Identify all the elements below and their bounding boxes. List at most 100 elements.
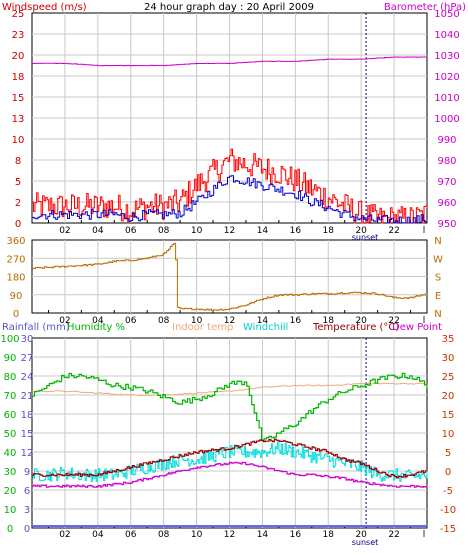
x-tick-label: 08: [158, 316, 170, 326]
humidity-y-tick-label: 50: [4, 429, 17, 440]
x-tick-label: 16: [290, 530, 302, 540]
grid-lines: [32, 13, 427, 528]
sunset-label: sunset: [352, 538, 379, 547]
x-end-tick-label: l: [423, 226, 426, 236]
direction-line: [32, 242, 428, 311]
x-tick-label: 18: [323, 316, 335, 326]
wind-y-tick-label: 18: [12, 72, 25, 83]
rain-y-tick-label: 0: [24, 524, 30, 535]
x-tick-label: 08: [158, 226, 170, 236]
humidity-y-tick-label: 40: [4, 448, 17, 459]
tick-labels: 0258101315182023259509609709809901000101…: [0, 9, 459, 547]
x-tick-label: 12: [224, 226, 235, 236]
baro-y-tick-label: 1050: [434, 9, 459, 20]
wind-y-tick-label: 10: [12, 135, 25, 146]
temp-y-tick-label: -10: [440, 505, 456, 516]
x-tick-label: 22: [388, 226, 399, 236]
temp-y-tick-label: 20: [442, 391, 455, 402]
wind-y-tick-label: 5: [15, 177, 21, 188]
x-end-tick-label: l: [423, 530, 426, 540]
compass-tick-label: E: [435, 291, 441, 302]
x-tick-label: 20: [355, 226, 367, 236]
dewpoint-line: [32, 461, 428, 488]
compass-tick-label: S: [435, 273, 441, 284]
dir-y-tick-label: 270: [6, 254, 25, 265]
humidity-y-tick-label: 20: [4, 486, 17, 497]
x-tick-label: 04: [92, 226, 104, 236]
rain-y-tick-label: 3: [24, 505, 30, 516]
humidity-y-tick-label: 80: [4, 372, 17, 383]
x-tick-label: 06: [125, 226, 137, 236]
x-tick-label: 02: [59, 316, 70, 326]
compass-tick-label: W: [433, 254, 443, 265]
wind-y-tick-label: 2: [15, 198, 21, 209]
rain-y-tick-label: 9: [24, 467, 30, 478]
indoor-temp-line: [31, 382, 428, 397]
rain-y-tick-label: 21: [21, 391, 34, 402]
temp-y-tick-label: -15: [440, 524, 456, 535]
humidity-y-tick-label: 90: [4, 353, 17, 364]
graph-title: 24 hour graph day : 20 April 2009: [144, 2, 314, 13]
gust-line: [32, 148, 428, 224]
x-tick-label: 02: [59, 530, 70, 540]
baro-y-tick-label: 1010: [434, 93, 459, 104]
humidity-line: [32, 372, 428, 442]
temp-y-tick-label: 30: [442, 353, 455, 364]
rain-y-tick-label: 12: [21, 448, 34, 459]
baro-axis-label: Barometer (hPa): [384, 2, 466, 13]
indoor-temp-label: Indoor temp: [172, 322, 233, 333]
humidity-y-tick-label: 60: [4, 410, 17, 421]
dir-y-tick-label: 360: [6, 236, 25, 247]
baro-y-tick-label: 990: [437, 135, 456, 146]
x-tick-label: 20: [355, 530, 367, 540]
dir-y-tick-label: 90: [10, 291, 23, 302]
rain-y-tick-label: 30: [21, 334, 34, 345]
humidity-y-tick-label: 0: [7, 524, 13, 535]
wind-y-tick-label: 23: [12, 30, 25, 41]
x-tick-label: 22: [388, 530, 399, 540]
x-tick-label: 04: [92, 316, 104, 326]
x-tick-label: 06: [125, 530, 137, 540]
series-lines: [31, 56, 428, 527]
temp-y-tick-label: 35: [442, 334, 455, 345]
rain-y-tick-label: 6: [24, 486, 30, 497]
wind-axis-label: Windspeed (m/s): [2, 2, 87, 13]
dir-y-tick-label: 0: [13, 309, 19, 320]
x-tick-label: 04: [92, 530, 104, 540]
x-end-tick-label: l: [423, 316, 426, 326]
x-tick-label: 10: [191, 226, 203, 236]
x-tick-label: 10: [191, 316, 203, 326]
baro-y-tick-label: 970: [437, 177, 456, 188]
x-tick-label: 12: [224, 316, 235, 326]
x-tick-label: 06: [125, 316, 137, 326]
wind-y-tick-label: 0: [15, 219, 21, 230]
wind-y-tick-label: 8: [15, 156, 21, 167]
temp-y-tick-label: 15: [442, 410, 455, 421]
baro-y-tick-label: 1040: [434, 30, 459, 41]
x-tick-label: 02: [59, 226, 70, 236]
baro-y-tick-label: 1030: [434, 51, 459, 62]
x-tick-label: 10: [191, 530, 203, 540]
rain-y-tick-label: 24: [21, 372, 34, 383]
humidity-y-tick-label: 100: [0, 334, 19, 345]
x-tick-label: 22: [388, 316, 399, 326]
x-tick-label: 08: [158, 530, 170, 540]
dir-y-tick-label: 180: [6, 273, 25, 284]
x-tick-label: 18: [323, 226, 335, 236]
rain-y-tick-label: 18: [21, 410, 34, 421]
temp-y-tick-label: 10: [442, 429, 455, 440]
baro-y-tick-label: 1000: [434, 114, 459, 125]
x-tick-label: 16: [290, 316, 302, 326]
wind-y-tick-label: 20: [12, 51, 25, 62]
temp-y-tick-label: 25: [442, 372, 455, 383]
avg-wind-line: [32, 175, 428, 224]
rain-y-tick-label: 15: [21, 429, 34, 440]
windchill-label: Windchill: [243, 322, 288, 333]
dewpoint-label: Dew Point: [392, 322, 442, 333]
x-tick-label: 20: [355, 316, 367, 326]
rain-axis-label: Rainfall (mm): [2, 322, 70, 333]
temperature-line: [32, 438, 428, 479]
sunset-label: sunset: [352, 233, 379, 242]
windchill-line: [32, 441, 428, 482]
